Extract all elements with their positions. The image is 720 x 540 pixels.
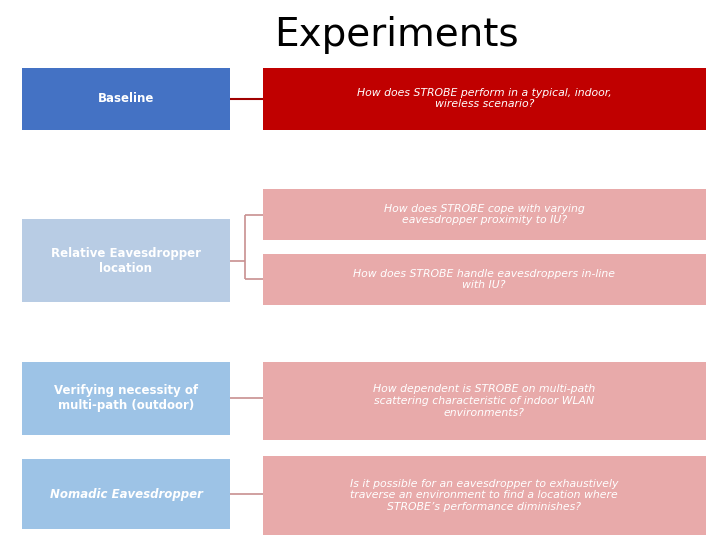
FancyBboxPatch shape (263, 189, 706, 240)
Text: Relative Eavesdropper
location: Relative Eavesdropper location (51, 247, 201, 274)
FancyBboxPatch shape (22, 219, 230, 302)
Text: Nomadic Eavesdropper: Nomadic Eavesdropper (50, 488, 202, 501)
FancyBboxPatch shape (22, 459, 230, 529)
Text: How does STROBE handle eavesdroppers in-line
with IU?: How does STROBE handle eavesdroppers in-… (354, 268, 615, 291)
Text: Baseline: Baseline (98, 92, 154, 105)
FancyBboxPatch shape (22, 68, 230, 130)
Text: How does STROBE cope with varying
eavesdropper proximity to IU?: How does STROBE cope with varying eavesd… (384, 204, 585, 226)
Text: How does STROBE perform in a typical, indoor,
wireless scenario?: How does STROBE perform in a typical, in… (357, 87, 611, 109)
FancyBboxPatch shape (263, 456, 706, 535)
FancyBboxPatch shape (263, 254, 706, 305)
Text: How dependent is STROBE on multi-path
scattering characteristic of indoor WLAN
e: How dependent is STROBE on multi-path sc… (373, 384, 595, 417)
Text: Verifying necessity of
multi-path (outdoor): Verifying necessity of multi-path (outdo… (54, 384, 198, 412)
FancyBboxPatch shape (22, 362, 230, 435)
Text: Is it possible for an eavesdropper to exhaustively
traverse an environment to fi: Is it possible for an eavesdropper to ex… (350, 479, 618, 512)
Text: Experiments: Experiments (274, 16, 518, 54)
FancyBboxPatch shape (263, 362, 706, 440)
FancyBboxPatch shape (263, 68, 706, 130)
